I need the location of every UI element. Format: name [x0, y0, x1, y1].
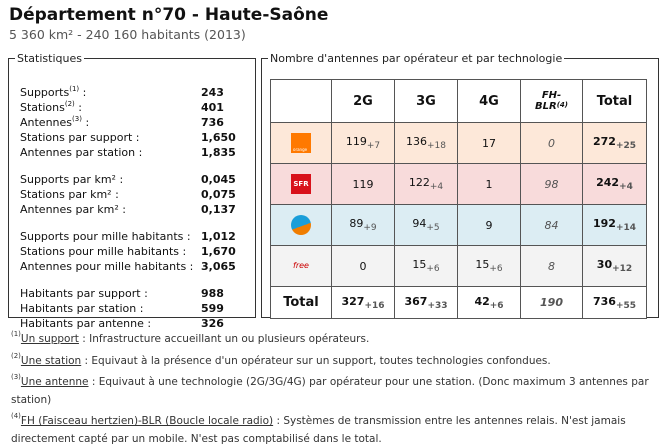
- stat-label: Stations par km² :: [20, 188, 119, 201]
- operator-row-free: free 0 15+6 15+6 8 30+12: [270, 245, 647, 287]
- header-3g: 3G: [394, 79, 458, 123]
- cell-fh-blr: 98: [520, 163, 583, 205]
- operator-row-sfr: SFR 119 122+4 1 98 242+4: [270, 163, 647, 205]
- operator-logo-cell: SFR: [270, 163, 332, 205]
- cell-fh-blr: 190: [520, 286, 583, 319]
- cell-3g: 94+5: [394, 204, 458, 246]
- stat-value: 988: [201, 287, 224, 300]
- cell-2g: 89+9: [331, 204, 395, 246]
- cell-3g: 15+6: [394, 245, 458, 287]
- cell-4g: 17: [457, 122, 521, 164]
- operator-row-bouygues: 89+9 94+5 9 84 192+14: [270, 204, 647, 246]
- cell-2g: 119+7: [331, 122, 395, 164]
- operator-panel: Nombre d'antennes par opérateur et par t…: [261, 52, 659, 319]
- operator-logo-cell: free: [270, 245, 332, 287]
- stat-label: Antennes pour mille habitants :: [20, 260, 194, 273]
- stat-value: 326: [201, 317, 224, 330]
- footnote: (3)Une antenne : Equivaut à une technolo…: [11, 373, 649, 406]
- stat-label: Habitants par antenne :: [20, 317, 152, 330]
- footnote: (4)FH (Faisceau hertzien)-BLR (Boucle lo…: [11, 412, 626, 445]
- cell-fh-blr: 84: [520, 204, 583, 246]
- stat-value: 1,835: [201, 146, 236, 159]
- cell-4g: 15+6: [457, 245, 521, 287]
- cell-3g: 136+18: [394, 122, 458, 164]
- statistics-legend: Statistiques: [17, 52, 82, 65]
- antenna-table: 2G 3G 4G FH- BLR(4) Total orange 119+7 136+…: [270, 79, 647, 319]
- stat-label: Antennes(3) :: [20, 115, 90, 129]
- stat-label: Supports(1) :: [20, 85, 87, 99]
- stat-label: Supports par km² :: [20, 173, 124, 186]
- stat-value: 736: [201, 116, 224, 129]
- cell-total: 736+55: [582, 286, 647, 319]
- stat-value: 1,650: [201, 131, 236, 144]
- cell-3g: 367+33: [394, 286, 458, 319]
- operator-row-orange: orange 119+7 136+18 17 0 272+25: [270, 122, 647, 164]
- cell-4g: 9: [457, 204, 521, 246]
- cell-2g: 119: [331, 163, 395, 205]
- cell-total: 272+25: [582, 122, 647, 164]
- page-title: Département n°70 - Haute-Saône: [9, 5, 329, 25]
- stat-value: 401: [201, 101, 224, 114]
- footnote-term-link[interactable]: FH (Faisceau hertzien)-BLR (Boucle local…: [20, 415, 274, 427]
- header-4g: 4G: [457, 79, 521, 123]
- header-2g: 2G: [331, 79, 395, 123]
- stat-label: Stations pour mille habitants :: [20, 245, 187, 258]
- cell-total: 30+12: [582, 245, 647, 287]
- stat-value: 0,075: [201, 188, 236, 201]
- footnote-term-link[interactable]: Une antenne: [20, 376, 89, 388]
- operator-logo-cell: orange: [270, 122, 332, 164]
- header-total: Total: [582, 79, 647, 123]
- cell-4g: 1: [457, 163, 521, 205]
- sfr-logo-icon: SFR: [291, 174, 311, 194]
- stat-label: Supports pour mille habitants :: [20, 230, 191, 243]
- stat-value: 1,670: [201, 245, 236, 258]
- stat-label: Antennes par station :: [20, 146, 143, 159]
- orange-logo-icon: orange: [291, 133, 311, 153]
- cell-total: 192+14: [582, 204, 647, 246]
- stat-value: 3,065: [201, 260, 236, 273]
- header-fh-blr: FH- BLR(4): [520, 79, 583, 123]
- total-row: Total 327+16 367+33 42+6 190 736+55: [270, 286, 647, 319]
- footnote: (1)Un support : Infrastructure accueilla…: [11, 330, 370, 345]
- cell-total: 242+4: [582, 163, 647, 205]
- bouygues-logo-icon: [291, 215, 311, 235]
- operator-legend: Nombre d'antennes par opérateur et par t…: [270, 52, 563, 65]
- stat-value: 0,045: [201, 173, 236, 186]
- stat-label: Stations(2) :: [20, 100, 82, 114]
- footnote-term-link[interactable]: Un support: [20, 333, 79, 345]
- footnote: (2)Une station : Equivaut à la présence …: [11, 352, 551, 367]
- logo-header: [270, 79, 332, 123]
- stat-label: Antennes par km² :: [20, 203, 126, 216]
- cell-4g: 42+6: [457, 286, 521, 319]
- stat-value: 1,012: [201, 230, 236, 243]
- operator-logo-cell: [270, 204, 332, 246]
- total-label: Total: [270, 286, 332, 319]
- cell-2g: 327+16: [331, 286, 395, 319]
- page-subtitle: 5 360 km² - 240 160 habitants (2013): [9, 27, 246, 42]
- cell-3g: 122+4: [394, 163, 458, 205]
- statistics-panel: Statistiques Supports(1) : 243 Stations(2)…: [8, 52, 256, 330]
- stat-value: 243: [201, 86, 224, 99]
- stat-label: Habitants par support :: [20, 287, 148, 300]
- stat-value: 0,137: [201, 203, 236, 216]
- cell-fh-blr: 8: [520, 245, 583, 287]
- stat-label: Habitants par station :: [20, 302, 144, 315]
- footnote-term-link[interactable]: Une station: [20, 355, 82, 367]
- cell-fh-blr: 0: [520, 122, 583, 164]
- stat-label: Stations par support :: [20, 131, 140, 144]
- free-logo-icon: free: [293, 261, 309, 270]
- stat-value: 599: [201, 302, 224, 315]
- cell-2g: 0: [331, 245, 395, 287]
